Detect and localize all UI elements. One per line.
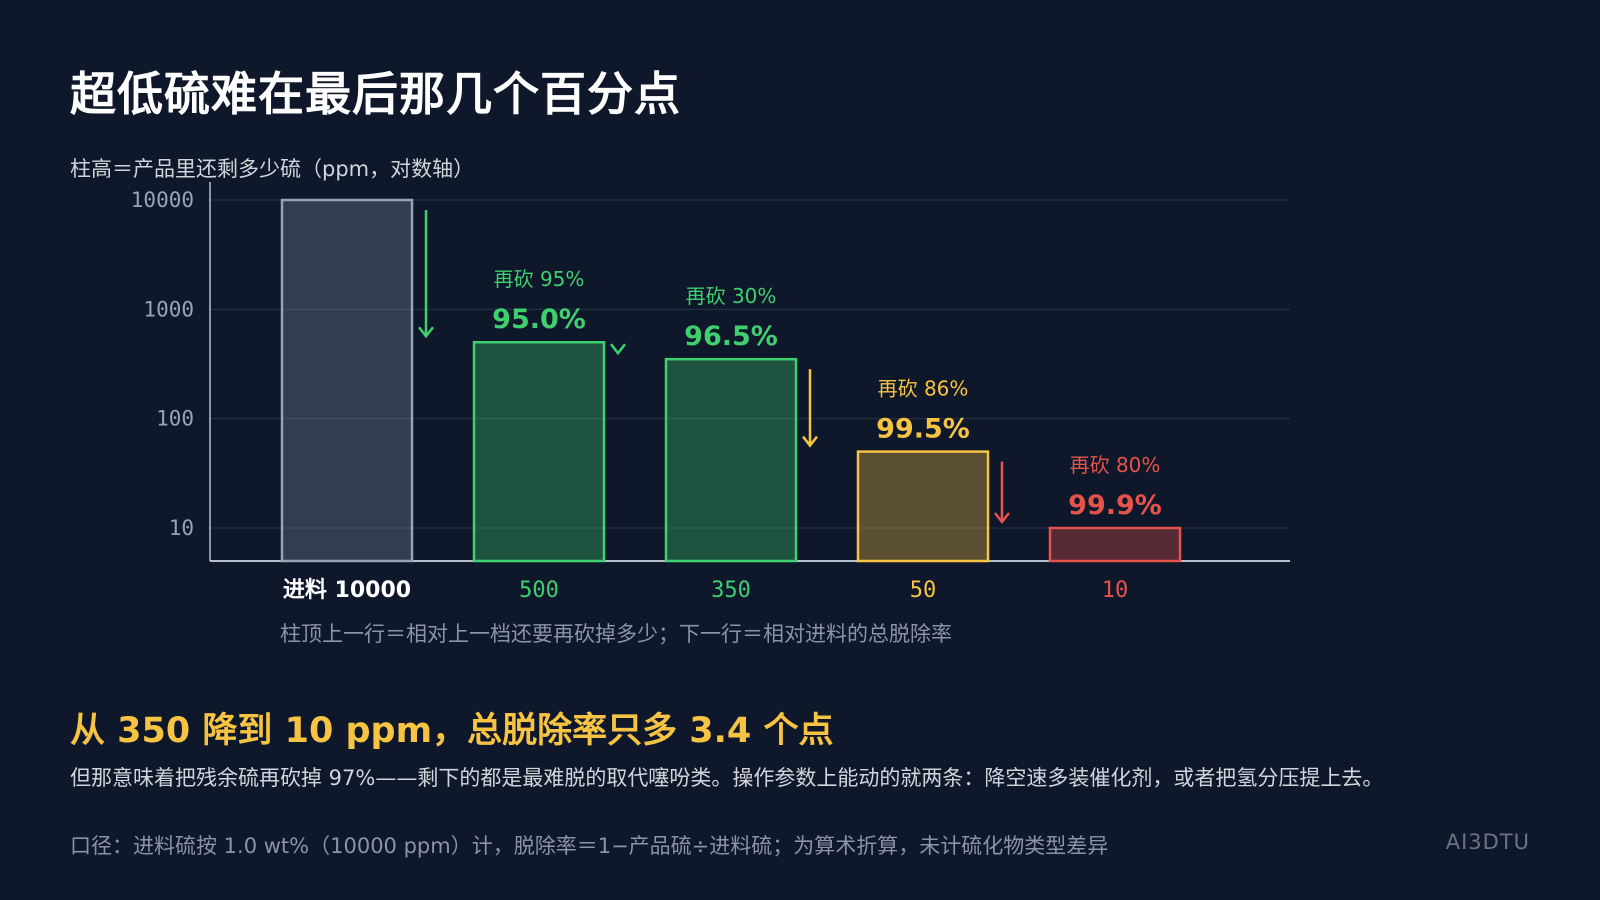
step-reduction-label: 再砍 30%	[686, 284, 777, 308]
footnote: 口径：进料硫按 1.0 wt%（10000 ppm）计，脱除率＝1−产品硫÷进料…	[70, 834, 1109, 858]
x-category-label: 350	[711, 578, 751, 603]
step-reduction-label: 再砍 80%	[1070, 453, 1161, 477]
total-removal-label: 99.9%	[1068, 490, 1162, 521]
y-axis-label: 柱高＝产品里还剩多少硫（ppm，对数轴）	[70, 157, 475, 181]
x-category-label: 进料 10000	[283, 578, 411, 603]
chart-note: 柱顶上一行＝相对上一档还要再砍掉多少；下一行＝相对进料的总脱除率	[280, 622, 952, 646]
total-removal-label: 99.5%	[876, 414, 970, 445]
x-category-label: 500	[519, 578, 559, 603]
y-tick-label: 100	[156, 407, 194, 431]
headline: 从 350 降到 10 ppm，总脱除率只多 3.4 个点	[70, 711, 834, 751]
total-removal-label: 95.0%	[492, 304, 586, 335]
x-category-label: 10	[1102, 578, 1129, 603]
x-category-label: 50	[910, 578, 937, 603]
y-tick-label: 10000	[131, 188, 194, 212]
step-reduction-label: 再砍 95%	[494, 267, 585, 291]
bar-1	[472, 340, 606, 563]
brand-watermark: AI3DTU	[1445, 830, 1530, 854]
step-reduction-label: 再砍 86%	[878, 377, 969, 401]
drop-arrow-head	[802, 435, 818, 448]
total-removal-label: 96.5%	[684, 321, 778, 352]
y-tick-label: 10	[169, 516, 194, 540]
bar-0	[280, 198, 414, 563]
bar-3	[856, 450, 990, 563]
drop-arrow-head	[418, 326, 434, 339]
page-title: 超低硫难在最后那几个百分点	[70, 67, 681, 121]
drop-arrow-head	[994, 512, 1010, 525]
bar-2	[664, 357, 798, 563]
body-text: 但那意味着把残余硫再砍掉 97%——剩下的都是最难脱的取代噻吩类。操作参数上能动…	[70, 766, 1384, 790]
y-tick-label: 1000	[143, 297, 194, 321]
bar-4	[1048, 526, 1182, 563]
drop-arrow-head	[610, 343, 626, 356]
